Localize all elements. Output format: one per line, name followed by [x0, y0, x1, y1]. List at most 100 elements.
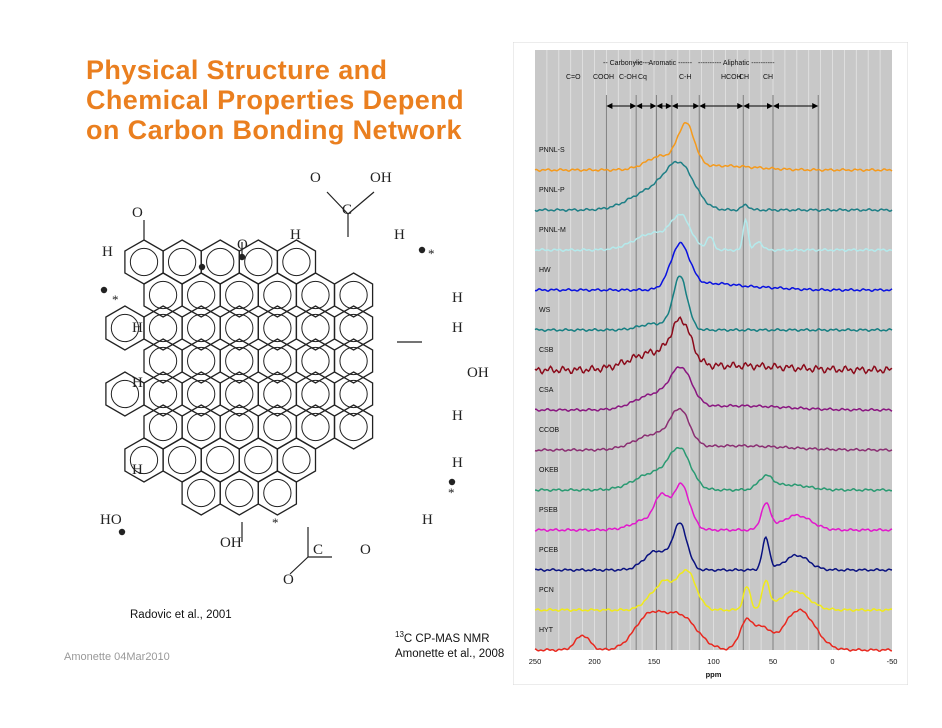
- radical-dot: [238, 253, 246, 261]
- radical-dot: [448, 478, 456, 486]
- aromatic-circle: [225, 379, 254, 409]
- nmr-spectra-chart: -- Carbonylic -------- Aromatic ------ --…: [513, 42, 908, 685]
- band-group-label: ---------- Aliphatic ----------: [698, 60, 775, 67]
- x-tick-label: -50: [887, 657, 898, 666]
- spectrum-line: [534, 522, 893, 573]
- aromatic-circle: [187, 379, 216, 409]
- x-tick-label: 200: [588, 657, 601, 666]
- arrow-head: [743, 103, 750, 109]
- aromatic-circle: [301, 280, 330, 310]
- arrow-head: [767, 103, 773, 109]
- hexagon-ring: [333, 272, 374, 318]
- band-label: COOH: [593, 74, 614, 81]
- spectrum-line: [534, 407, 893, 452]
- molecule-label: OH: [220, 535, 242, 551]
- spectrum-line: [534, 316, 893, 375]
- arrow-head: [636, 103, 643, 109]
- aromatic-circle: [129, 445, 159, 475]
- series-label: CSA: [539, 387, 554, 394]
- arrow-head: [606, 103, 613, 109]
- aromatic-circle: [339, 412, 368, 442]
- arrow-head: [693, 103, 700, 109]
- molecule-label: *: [428, 246, 435, 261]
- aromatic-circle: [339, 346, 368, 376]
- hexagon-ring: [257, 470, 298, 516]
- series-label: PNNL-P: [539, 187, 565, 194]
- title-line-2: Chemical Properties Depend: [86, 85, 465, 115]
- spectrum-line: [534, 608, 893, 652]
- molecule-label: *: [112, 292, 119, 307]
- molecule-label: H: [132, 320, 143, 336]
- aromatic-circle: [187, 313, 216, 343]
- aromatic-circle: [244, 445, 273, 475]
- radical-dot: [118, 528, 126, 536]
- aromatic-circle: [167, 247, 197, 277]
- arrow-head: [812, 103, 819, 109]
- aromatic-circle: [225, 478, 254, 508]
- aromatic-circle: [148, 313, 178, 343]
- aromatic-circle: [110, 379, 140, 409]
- x-tick-label: 100: [707, 657, 720, 666]
- aromatic-circle: [187, 478, 216, 508]
- band-label: C-OH: [619, 74, 637, 81]
- band-label: CH: [739, 74, 749, 81]
- aromatic-circle: [339, 313, 368, 343]
- spectrum-line: [534, 275, 893, 333]
- molecule-label: *: [448, 485, 455, 500]
- aromatic-circle: [148, 379, 178, 409]
- series-label: HW: [539, 267, 551, 274]
- nmr-caption-citation: Amonette et al., 2008: [395, 647, 505, 660]
- aromatic-circle: [225, 280, 254, 310]
- radical-dot: [100, 286, 108, 294]
- aromatic-circle: [148, 412, 178, 442]
- molecule-label: O: [310, 170, 321, 186]
- molecule-label: C: [313, 542, 323, 558]
- left-citation: Radovic et al., 2001: [130, 609, 232, 621]
- aromatic-circle: [225, 313, 254, 343]
- spectrum-line: [534, 121, 893, 173]
- molecule-label: H: [452, 290, 463, 306]
- aromatic-circle: [301, 379, 330, 409]
- aromatic-circle: [148, 346, 178, 376]
- spectrum-line: [534, 568, 893, 613]
- aromatic-circle: [282, 247, 311, 277]
- molecule-label: H: [452, 455, 463, 471]
- aromatic-circle: [282, 445, 311, 475]
- molecule-label: O: [237, 237, 248, 253]
- molecule-label: O: [360, 542, 371, 558]
- band-group-label: ------ Aromatic ------: [633, 60, 693, 67]
- spectrum-line: [534, 241, 893, 293]
- arrow-head: [737, 103, 744, 109]
- bond-line: [326, 191, 349, 215]
- molecule-label: HO: [100, 512, 122, 528]
- aromatic-circle: [301, 346, 330, 376]
- aromatic-circle: [110, 313, 140, 343]
- molecule-label: H: [132, 462, 143, 478]
- hexagon-ring: [333, 305, 374, 351]
- aromatic-circle: [263, 478, 292, 508]
- molecule-label: *: [272, 515, 279, 530]
- series-label: WS: [539, 307, 551, 314]
- title-line-3: on Carbon Bonding Network: [86, 115, 462, 145]
- molecule-label: H: [452, 408, 463, 424]
- aromatic-circle: [301, 313, 330, 343]
- series-label: PCN: [539, 587, 554, 594]
- arrow-head: [671, 103, 678, 109]
- hexagon-ring: [333, 338, 374, 384]
- band-label: C=O: [566, 74, 581, 81]
- molecule-label: O: [132, 205, 143, 221]
- molecule-label: H: [422, 512, 433, 528]
- arrow-head: [773, 103, 779, 109]
- bond-line: [347, 191, 375, 215]
- aromatic-circle: [339, 280, 368, 310]
- spectrum-line: [535, 366, 893, 413]
- aromatic-circle: [187, 412, 216, 442]
- aromatic-circle: [339, 379, 368, 409]
- aromatic-circle: [263, 379, 292, 409]
- series-label: PNNL-S: [539, 147, 565, 154]
- aromatic-circle: [263, 412, 292, 442]
- molecule-label: H: [394, 227, 405, 243]
- aromatic-circle: [263, 346, 292, 376]
- aromatic-circle: [187, 346, 216, 376]
